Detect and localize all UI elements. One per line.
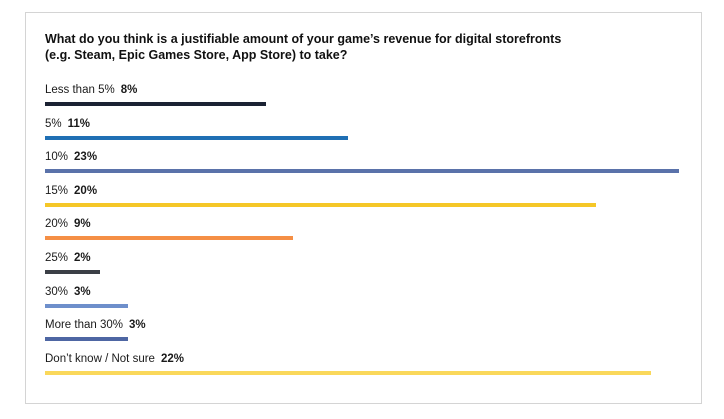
- bar: [45, 135, 349, 140]
- category-label: 10%: [45, 151, 69, 164]
- value-label: 23%: [74, 151, 98, 164]
- value-label: 3%: [74, 285, 91, 298]
- bar-row: 30% 3%: [45, 285, 679, 319]
- bar-row: 20% 9%: [45, 217, 679, 251]
- value-label: 2%: [74, 251, 91, 264]
- value-label: 11%: [67, 117, 91, 130]
- category-label: 30%: [45, 285, 69, 298]
- category-label: Less than 5%: [45, 84, 115, 96]
- category-label: 25%: [45, 251, 69, 264]
- value-label: 8%: [120, 84, 138, 96]
- value-label: 9%: [74, 218, 91, 231]
- chart-title-line-1: What do you think is a justifiable amoun…: [45, 32, 562, 46]
- category-label: More than 30%: [45, 319, 123, 332]
- bar-row: 10% 23%: [45, 150, 679, 184]
- bar: [45, 236, 294, 241]
- bar: [45, 370, 652, 375]
- bar: [45, 269, 101, 274]
- bar: [45, 102, 266, 106]
- bar: [45, 169, 679, 174]
- bar-row: 15% 20%: [45, 184, 679, 218]
- bar-row: Less than 5% 8%: [45, 83, 679, 117]
- bar: [45, 202, 597, 207]
- category-label: 5%: [45, 117, 62, 130]
- bar: [45, 337, 128, 342]
- value-label: 3%: [129, 319, 146, 332]
- bar-list: Less than 5% 8% 5% 11% 10% 23% 15% 20% 20% 9%: [45, 83, 679, 385]
- category-label: 20%: [45, 218, 69, 231]
- category-label: 15%: [45, 184, 69, 197]
- bar-row: 5% 11%: [45, 117, 679, 151]
- bar-row: Don’t know / Not sure 22%: [45, 352, 679, 386]
- chart-title-line-2: (e.g. Steam, Epic Games Store, App Store…: [45, 48, 348, 62]
- bar-row: 25% 2%: [45, 251, 679, 285]
- value-label: 22%: [160, 352, 184, 365]
- category-label: Don’t know / Not sure: [45, 352, 155, 365]
- bar: [45, 303, 128, 308]
- chart-card: What do you think is a justifiable amoun…: [25, 12, 702, 404]
- bar-row: More than 30% 3%: [45, 318, 679, 352]
- chart-title: What do you think is a justifiable amoun…: [45, 31, 645, 63]
- value-label: 20%: [74, 184, 98, 197]
